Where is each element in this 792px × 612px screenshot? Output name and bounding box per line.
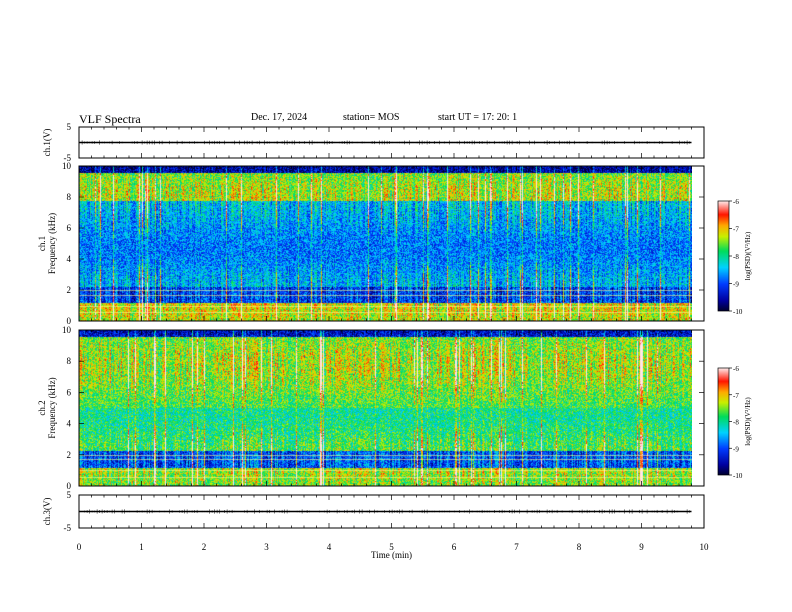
colorbar-tick-label: -7: [733, 226, 739, 234]
x-tick-label: 6: [452, 542, 457, 552]
y-axis-label: ch.1: [37, 236, 47, 251]
colorbar-tick-label: -10: [733, 472, 743, 480]
colorbar-tick-label: -6: [733, 198, 739, 206]
x-tick-label: 3: [264, 542, 269, 552]
spectrogram-image-ch1-spectrogram: [79, 166, 692, 321]
x-tick-label: 9: [639, 542, 644, 552]
x-axis-label: Time (min): [371, 550, 412, 560]
x-tick-label: 7: [514, 542, 519, 552]
y-tick-label: 4: [67, 254, 72, 264]
y-axis-label: ch.3(V): [42, 498, 52, 526]
y-tick-label: 6: [67, 223, 72, 233]
colorbar-tick-label: -10: [733, 308, 743, 316]
colorbar-label: log(PSD)(V²/Hz): [744, 231, 752, 280]
colorbar-tick-label: -7: [733, 392, 739, 400]
x-tick-label: 4: [327, 542, 332, 552]
y-tick-label: 5: [67, 490, 72, 500]
colorbar-tick-label: -8: [733, 419, 739, 427]
y-tick-label: 4: [67, 419, 72, 429]
x-tick-label: 2: [202, 542, 207, 552]
y-axis-label: ch.1(V): [42, 129, 52, 157]
y-tick-label: 5: [67, 122, 72, 132]
colorbar-tick-label: -9: [733, 445, 739, 453]
spectrogram-image-ch2-spectrogram: [79, 330, 692, 486]
y-tick-label: 2: [67, 285, 72, 295]
colorbar-tick-label: -9: [733, 281, 739, 289]
y-tick-label: 8: [67, 356, 72, 366]
y-tick-label: 10: [62, 161, 72, 171]
colorbar-ch2: [718, 368, 729, 475]
y-tick-label: 2: [67, 450, 72, 460]
y-tick-label: 6: [67, 387, 72, 397]
y-tick-label: -5: [64, 523, 72, 533]
colorbar-label: log(PSD)(V²/Hz): [744, 397, 752, 446]
x-tick-label: 10: [700, 542, 710, 552]
x-tick-label: 1: [139, 542, 144, 552]
y-axis-label: ch.2: [37, 400, 47, 415]
y-axis-label: Frequency (kHz): [47, 213, 57, 274]
x-tick-label: 8: [577, 542, 582, 552]
colorbar-tick-label: -6: [733, 365, 739, 373]
y-tick-label: 10: [62, 325, 72, 335]
colorbar-ch1: [718, 201, 729, 311]
colorbar-tick-label: -8: [733, 253, 739, 261]
y-axis-label: Frequency (kHz): [47, 377, 57, 438]
y-tick-label: 8: [67, 192, 72, 202]
x-tick-label: 0: [77, 542, 82, 552]
